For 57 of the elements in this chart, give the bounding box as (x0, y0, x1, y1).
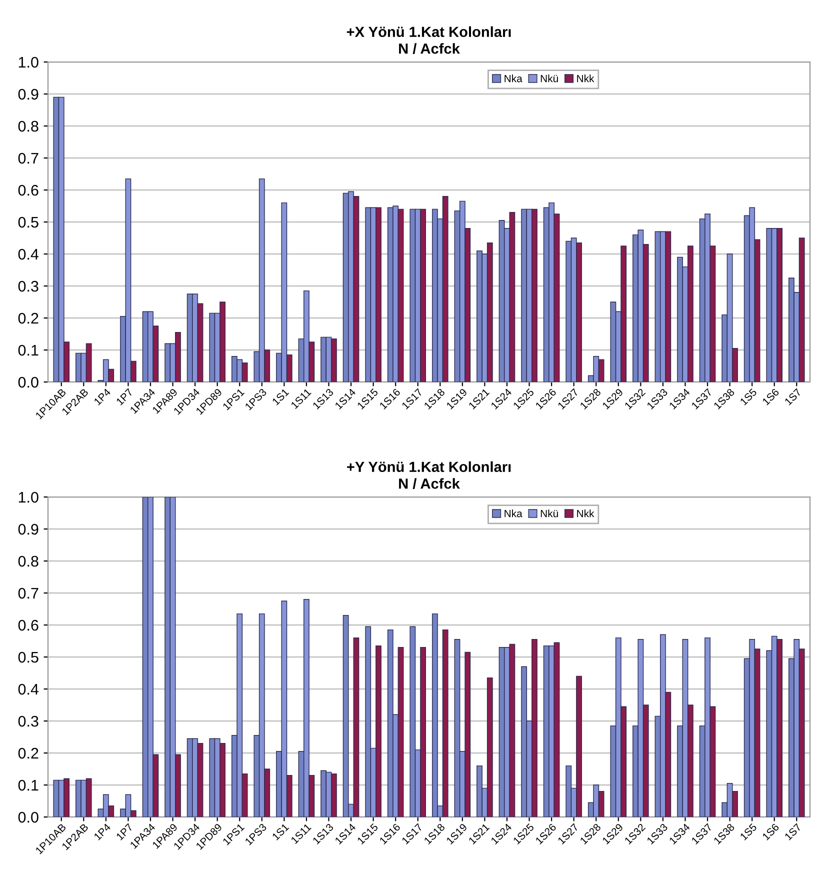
bar (365, 626, 372, 817)
y-tick-label: 0.4 (18, 684, 39, 695)
chart-title: +Y Yönü 1.Kat Kolonları (347, 461, 511, 472)
chart-subtitle: N / Acfck (399, 478, 460, 489)
y-tick-label: 0.5 (18, 216, 38, 228)
y-tick-label: 0.5 (18, 652, 38, 663)
y-tick-label: 0.8 (18, 120, 38, 132)
x-tick-label: 1S7 (784, 823, 802, 841)
y-tick-label: 0.0 (18, 812, 38, 823)
y-tick-label: 1.0 (18, 56, 38, 68)
legend-label: Nkü (540, 74, 558, 82)
x-tick-label: 1S1 (272, 823, 290, 841)
chart-title: +X Yönü 1.Kat Kolonları (346, 26, 511, 38)
bar (766, 228, 772, 382)
y-tick-label: 0.2 (18, 748, 38, 759)
x-tick-label: 1S6 (762, 823, 780, 841)
y-tick-label: 0.7 (18, 152, 38, 164)
legend-label: Nka (504, 74, 522, 82)
legend-label: Nkü (540, 510, 558, 518)
bar (209, 312, 216, 382)
bar (566, 765, 572, 817)
y-tick-label: 0.3 (18, 716, 38, 727)
legend-label: Nkk (577, 510, 594, 518)
bar (410, 208, 416, 382)
x-tick-label: 1S5 (740, 388, 758, 406)
y-tick-label: 0.2 (18, 312, 38, 324)
bar (410, 626, 416, 817)
x-tick-label: 1S7 (784, 388, 802, 406)
y-tick-label: 1.0 (18, 492, 38, 503)
bar (521, 666, 528, 817)
bar (610, 302, 616, 382)
legend-label: Nka (504, 510, 522, 518)
y-tick-label: 0.8 (18, 556, 38, 567)
x-tick-label: 1P4 (94, 823, 112, 840)
y-tick-label: 0.7 (18, 588, 38, 599)
x-tick-label: 1S1 (272, 388, 290, 406)
chart-subtitle: N / Acfck (399, 43, 460, 54)
y-tick-label: 0.3 (18, 280, 38, 292)
y-tick-label: 0.0 (18, 376, 38, 388)
x-tick-label: 1S6 (762, 388, 780, 406)
y-tick-label: 0.6 (18, 620, 38, 631)
x-tick-label: 1S5 (740, 823, 758, 841)
bar (53, 780, 60, 817)
x-tick-label: 1P7 (116, 823, 134, 840)
y-tick-label: 0.4 (18, 248, 39, 260)
y-tick-label: 0.1 (18, 344, 38, 356)
bar (365, 207, 372, 382)
y-tick-label: 0.6 (18, 184, 38, 196)
y-tick-label: 0.9 (18, 524, 38, 535)
x-tick-label: 1P7 (116, 388, 134, 406)
bar (164, 343, 171, 382)
legend-label: Nkk (577, 74, 594, 82)
bar (454, 639, 460, 817)
bar (521, 208, 528, 382)
y-tick-label: 0.1 (18, 780, 38, 791)
x-tick-label: 1P4 (94, 388, 112, 406)
y-tick-label: 0.9 (18, 88, 38, 100)
